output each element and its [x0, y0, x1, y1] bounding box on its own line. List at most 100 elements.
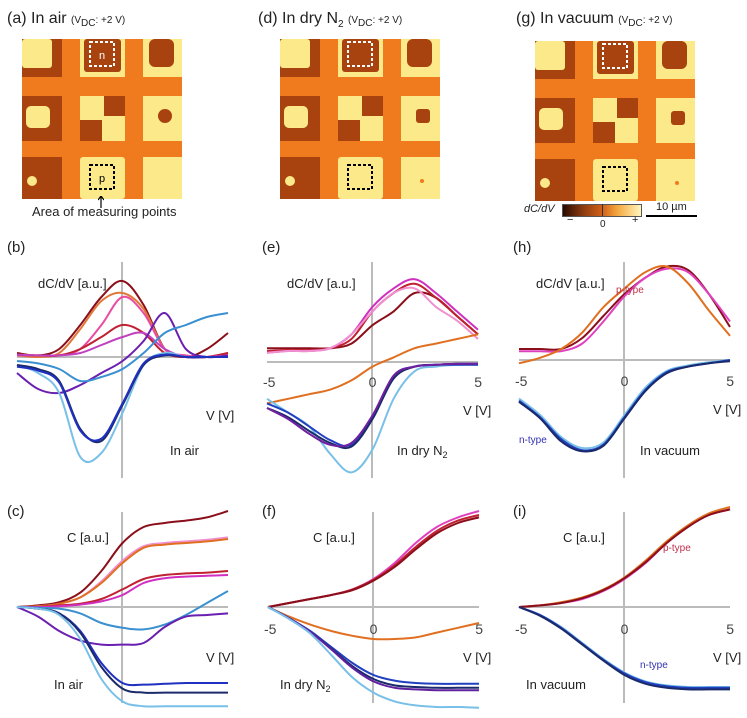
- p-area-marker: [347, 164, 373, 190]
- map-cell: [80, 96, 125, 141]
- map-cell: [656, 98, 695, 143]
- series-dark-red: [16, 510, 229, 608]
- n-area-marker: [89, 41, 115, 67]
- x-tick-label: 5: [475, 621, 483, 637]
- series-steel-blue: [16, 590, 229, 631]
- map-cell: [535, 41, 575, 79]
- map-cell: [143, 39, 182, 77]
- series-orange: [16, 538, 229, 608]
- series-light-blue: [16, 606, 228, 708]
- series-pink: [266, 286, 479, 354]
- x-tick-label: 0: [370, 621, 378, 637]
- map-cell: [535, 159, 575, 201]
- condition-label: In vacuum: [526, 677, 586, 692]
- map-cell: [656, 159, 695, 201]
- panel-label: (c): [7, 503, 25, 520]
- panel-d-title: (d) In dry N2 (VDC: +2 V): [258, 10, 403, 31]
- x-axis-label: V [V]: [206, 650, 234, 665]
- p-area-marker: [89, 164, 115, 190]
- series-p-orange: [518, 265, 731, 365]
- series-n-navy: [518, 360, 731, 453]
- scale-bar: [646, 215, 697, 217]
- map-cell: [338, 39, 383, 77]
- map-cell: [593, 41, 638, 79]
- x-tick-label: -5: [515, 621, 528, 637]
- chart-h: (h) dC/dV [a.u.] V [V] In vacuum -5 0 5 p-type n…: [513, 239, 741, 478]
- annotation-p-type: p-type: [616, 285, 644, 296]
- p-area-marker: [602, 166, 628, 192]
- x-axis-label: V [V]: [713, 650, 741, 665]
- chart-e: (e) dC/dV [a.u.] V [V] In dry N2 -5 0 5: [262, 239, 491, 478]
- map-cell: [280, 39, 320, 77]
- condition-label: In air: [54, 677, 84, 692]
- map-cell: [656, 41, 695, 79]
- x-tick-label: 5: [474, 374, 482, 390]
- panel-label: (i): [513, 503, 526, 520]
- panel-label: (h): [513, 239, 531, 256]
- p-label: p: [99, 173, 105, 185]
- series-light-blue: [267, 606, 480, 709]
- x-tick-label: -5: [515, 373, 528, 389]
- map-cell: [22, 157, 62, 199]
- map-cell: [80, 39, 125, 77]
- chart-i: (i) C [a.u.] V [V] In vacuum -5 0 5 p-type n-typ…: [513, 503, 741, 703]
- condition-label: In dry N2: [280, 677, 331, 694]
- n-area-marker: [602, 43, 628, 69]
- map-cell: [401, 96, 440, 141]
- y-axis-label: dC/dV [a.u.]: [287, 276, 356, 291]
- y-axis-label: C [a.u.]: [67, 530, 109, 545]
- panel-a-title: (a) In air (VDC: +2 V): [7, 10, 126, 29]
- map-cell: [401, 39, 440, 77]
- series-purple: [16, 312, 229, 395]
- x-axis-label: V [V]: [463, 403, 491, 418]
- x-tick-label: 0: [369, 374, 377, 390]
- n-label: n: [99, 50, 105, 62]
- y-axis-label: C [a.u.]: [313, 530, 355, 545]
- map-cell: [280, 96, 320, 141]
- map-cell: [22, 39, 62, 77]
- colorbar: dC/dV − 0 + 10 µm: [520, 201, 720, 231]
- x-axis-label: V [V]: [463, 650, 491, 665]
- x-axis-label: V [V]: [206, 408, 234, 423]
- condition-label: In vacuum: [640, 443, 700, 458]
- panel-g-title: (g) In vacuum (VDC: +2 V): [516, 10, 673, 29]
- series-p-dark-red: [519, 264, 731, 351]
- map-cell: [338, 96, 383, 141]
- dcdv-map-dry-n2: [280, 39, 440, 199]
- panel-label: (f): [262, 503, 276, 520]
- condition-label: In air: [170, 443, 200, 458]
- annotation-n-type: n-type: [519, 435, 547, 446]
- x-tick-label: -5: [263, 374, 276, 390]
- y-axis-label: C [a.u.]: [563, 530, 605, 545]
- series-orange: [267, 606, 480, 641]
- scale-bar-label: 10 µm: [656, 201, 687, 213]
- y-axis-label: dC/dV [a.u.]: [536, 276, 605, 291]
- condition-label: In dry N2: [397, 443, 448, 460]
- chart-f: (f) C [a.u.] V [V] In dry N2 -5 0 5: [262, 503, 491, 709]
- x-tick-label: 0: [621, 373, 629, 389]
- x-tick-label: 5: [726, 621, 734, 637]
- map-cell: [143, 157, 182, 199]
- annotation-p-type: p-type: [663, 543, 691, 554]
- series-dark-red: [267, 516, 480, 608]
- chart-c: (c) C [a.u.] V [V] In air: [7, 503, 234, 708]
- map-cell: [280, 157, 320, 199]
- panel-label: (b): [7, 239, 25, 256]
- y-axis-label: dC/dV [a.u.]: [38, 276, 107, 291]
- x-tick-label: -5: [264, 621, 277, 637]
- arrow-icon: [98, 196, 104, 208]
- annotation-n-type: n-type: [640, 660, 668, 671]
- map-cell: [401, 157, 440, 199]
- x-tick-label: 0: [621, 621, 629, 637]
- chart-b: (b) dC/dV [a.u.] V [V] In air: [7, 239, 234, 478]
- series-p-dark-red: [518, 508, 731, 608]
- map-cell: [535, 98, 575, 143]
- series-purple: [266, 362, 479, 448]
- series-blue: [16, 353, 228, 442]
- dcdv-map-vacuum: [535, 41, 695, 201]
- x-tick-label: 5: [726, 373, 734, 389]
- series-orange: [266, 333, 479, 405]
- series-steel-blue: [16, 312, 229, 383]
- panel-label: (e): [262, 239, 280, 256]
